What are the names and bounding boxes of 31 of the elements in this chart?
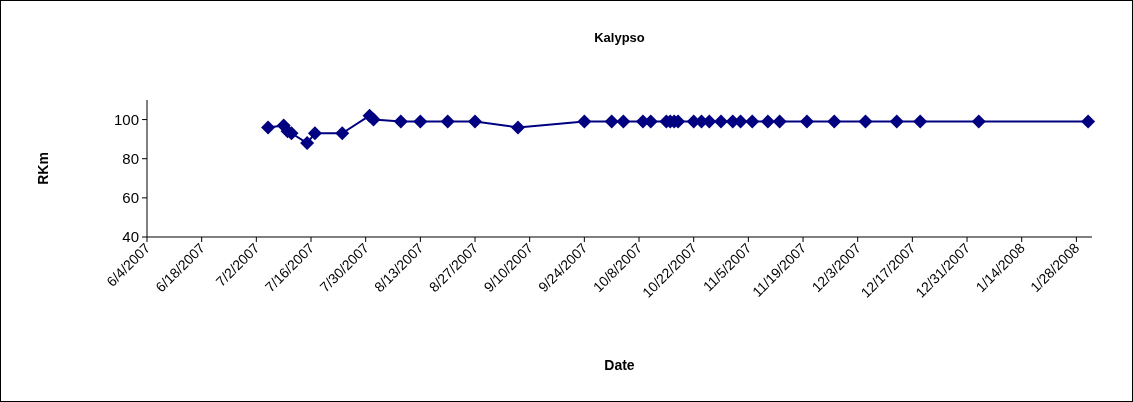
point <box>577 114 592 129</box>
point <box>760 114 775 129</box>
y-tick-label: 60 <box>122 189 139 207</box>
point <box>913 114 928 129</box>
y-tick-label: 80 <box>122 149 139 167</box>
point <box>858 114 873 129</box>
point <box>799 114 814 129</box>
point <box>889 114 904 129</box>
point <box>827 114 842 129</box>
point <box>745 114 760 129</box>
point <box>616 114 631 129</box>
point <box>714 114 729 129</box>
point <box>335 126 350 141</box>
point <box>468 114 483 129</box>
point <box>300 136 315 151</box>
point <box>510 120 525 135</box>
chart-title: Kalypso <box>594 30 645 45</box>
point <box>366 112 381 127</box>
point <box>413 114 428 129</box>
point <box>393 114 408 129</box>
y-tick-label: 40 <box>122 228 139 246</box>
point <box>1081 114 1096 129</box>
point <box>440 114 455 129</box>
point <box>772 114 787 129</box>
y-tick-label: 100 <box>113 110 139 128</box>
point <box>971 114 986 129</box>
x-axis-title: Date <box>604 357 635 373</box>
point <box>307 126 322 141</box>
point <box>604 114 619 129</box>
point <box>261 120 276 135</box>
y-axis-title: RKm <box>35 152 51 185</box>
